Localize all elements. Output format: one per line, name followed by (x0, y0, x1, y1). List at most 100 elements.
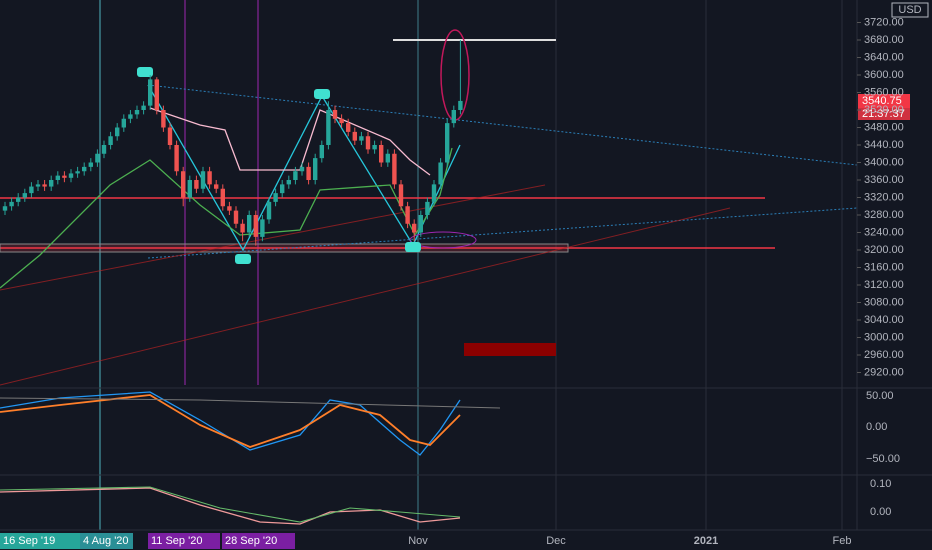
pivot-marker (235, 254, 251, 264)
candle-body (273, 193, 278, 202)
candle-body (398, 184, 404, 207)
date-marker: 16 Sep '19 (3, 535, 55, 547)
candle-body (240, 223, 245, 233)
candle-body (326, 110, 331, 145)
candle-body (161, 110, 166, 128)
y-tick-label: 3400.00 (864, 156, 904, 168)
y-tick-label: 3280.00 (864, 209, 904, 221)
candle-body (29, 186, 34, 194)
highlight (409, 231, 477, 249)
trend-line (147, 207, 858, 259)
y-tick-label: 3240.00 (864, 226, 904, 238)
candle-body (392, 153, 397, 185)
candle-body (299, 166, 305, 172)
candle-body (68, 173, 74, 178)
candle-body (405, 206, 410, 224)
y-tick-label: 2960.00 (864, 349, 904, 361)
candle-body (313, 158, 318, 180)
time-label: Dec (546, 535, 566, 547)
candle-body (346, 123, 351, 132)
candle-body (359, 136, 364, 141)
date-chip (148, 533, 220, 549)
candle-body (82, 166, 87, 172)
candle-body (49, 180, 54, 187)
y-tick-label: 3720.00 (864, 16, 904, 28)
candle-body (253, 215, 258, 237)
candle-body (352, 131, 357, 141)
y-tick-label: 3640.00 (864, 51, 904, 63)
date-chip (222, 533, 295, 549)
candle-body (286, 180, 291, 185)
secondary-line (0, 487, 461, 525)
candle-body (207, 171, 212, 185)
candle-body (260, 219, 265, 237)
channel-line (0, 207, 731, 386)
date-chip (80, 533, 133, 549)
candle-body (167, 127, 173, 145)
zone (464, 343, 556, 356)
candle-body (266, 201, 272, 220)
candle-body (306, 166, 311, 180)
candle-body (227, 206, 232, 211)
date-marker: 4 Aug '20 (83, 535, 129, 547)
candle-body (121, 118, 126, 128)
candle-body (425, 201, 430, 215)
oscillator-line (0, 391, 461, 456)
oscillator-line (0, 394, 461, 448)
candle-body (154, 79, 159, 110)
candle-body (385, 153, 390, 163)
last-price: 3540.75 (862, 95, 902, 107)
price-chip (858, 108, 910, 120)
y-tick-label: 3000.00 (864, 331, 904, 343)
pivot-marker (137, 67, 153, 77)
y-tick-label: 3680.00 (864, 34, 904, 46)
date-chip (0, 533, 80, 549)
candle-body (220, 188, 225, 207)
y-tick-label: 3080.00 (864, 296, 904, 308)
candle-body (95, 153, 100, 163)
candle-body (365, 136, 371, 150)
currency-box (891, 2, 929, 18)
candle-body (379, 145, 384, 163)
time-label: Feb (833, 535, 852, 547)
candle-body (128, 114, 133, 119)
candle-body (181, 171, 186, 198)
candle-body (418, 215, 423, 233)
y-tick-label: 2920.00 (864, 366, 904, 378)
y-tick-label: 3440.00 (864, 139, 904, 151)
y-tick-label: 3160.00 (864, 261, 904, 273)
y-tick-label: 3480.00 (864, 121, 904, 133)
secondary-label: 0.00 (870, 506, 891, 518)
candle-body (9, 201, 14, 207)
oscillator-line (0, 397, 501, 409)
candle-body (108, 136, 113, 145)
candle-body (280, 184, 285, 194)
candle-body (431, 184, 437, 202)
candle-body (187, 180, 192, 198)
price-chip (858, 94, 910, 108)
pivot-marker (314, 89, 330, 99)
y-tick-label: 3600.00 (864, 69, 904, 81)
candle-body (458, 100, 463, 110)
candle-body (16, 197, 21, 202)
candle-body (200, 171, 206, 189)
y-tick-label: 3040.00 (864, 314, 904, 326)
oscillator-label: −50.00 (866, 453, 900, 465)
candle-body (339, 118, 344, 124)
candle-body (42, 184, 47, 187)
candle-body (22, 193, 27, 198)
candle-body (332, 110, 338, 119)
trend-line (147, 84, 858, 166)
candle-body (438, 162, 443, 185)
candle-body (141, 105, 146, 110)
candle-body (134, 110, 140, 115)
date-marker: 11 Sep '20 (151, 535, 202, 547)
y-tick-label: 3560.00 (864, 86, 904, 98)
candle-body (174, 145, 179, 172)
candle-body (55, 175, 60, 180)
candle-body (372, 145, 377, 150)
candle-body (319, 145, 324, 159)
